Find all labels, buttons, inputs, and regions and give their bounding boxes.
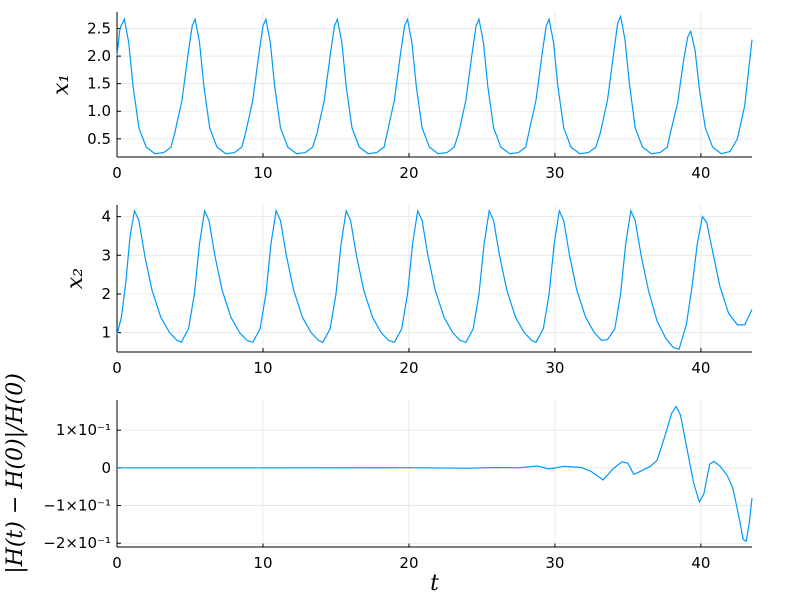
y-tick-label: 2 [101, 285, 111, 303]
y-axis-label: x₁ [49, 74, 74, 95]
x-tick-label: 10 [253, 554, 272, 572]
y-tick-label: 3 [101, 246, 111, 264]
x-tick-label: 10 [253, 164, 272, 182]
y-tick-label: 4 [101, 208, 111, 226]
y-tick-label: 1.5 [87, 75, 111, 93]
y-tick-label: −2×10⁻¹ [43, 534, 111, 552]
x-tick-label: 40 [691, 359, 710, 377]
y-axis-label: |H(t) − H(0)|/H(0) [3, 373, 28, 574]
x-tick-label: 0 [112, 359, 122, 377]
x-axis-label: t [430, 571, 439, 596]
x-tick-label: 30 [545, 359, 564, 377]
x-tick-label: 40 [691, 554, 710, 572]
data-line [116, 208, 753, 351]
y-tick-label: −1×10⁻¹ [43, 497, 111, 515]
y-tick-label: 2.5 [87, 20, 111, 38]
data-line [117, 405, 753, 543]
y-tick-label: 0 [101, 459, 111, 477]
y-tick-label: 0.5 [87, 130, 111, 148]
x-tick-label: 0 [112, 554, 122, 572]
x-tick-label: 20 [399, 359, 418, 377]
y-tick-label: 1×10⁻¹ [56, 421, 111, 439]
data-line [116, 14, 753, 155]
y-axis-label: x₂ [63, 268, 88, 289]
x-tick-label: 0 [112, 164, 122, 182]
y-tick-label: 2.0 [87, 47, 111, 65]
y-tick-label: 1 [101, 324, 111, 342]
x-tick-label: 10 [253, 359, 272, 377]
x-tick-label: 20 [399, 554, 418, 572]
x-tick-label: 30 [545, 554, 564, 572]
x-tick-label: 30 [545, 164, 564, 182]
y-tick-label: 1.0 [87, 102, 111, 120]
x-tick-label: 40 [691, 164, 710, 182]
x-tick-label: 20 [399, 164, 418, 182]
